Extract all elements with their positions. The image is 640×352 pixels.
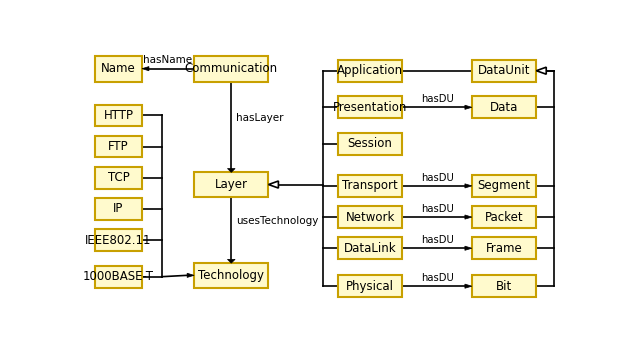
Polygon shape (227, 169, 235, 172)
Text: hasDU: hasDU (420, 273, 454, 283)
Text: FTP: FTP (108, 140, 129, 153)
Text: DataUnit: DataUnit (478, 64, 531, 77)
Text: hasLayer: hasLayer (236, 113, 284, 123)
Text: Presentation: Presentation (333, 101, 407, 114)
FancyBboxPatch shape (95, 167, 142, 189)
Text: Packet: Packet (484, 210, 524, 224)
Polygon shape (536, 67, 547, 74)
Text: Segment: Segment (477, 180, 531, 193)
FancyBboxPatch shape (472, 175, 536, 197)
Text: Data: Data (490, 101, 518, 114)
FancyBboxPatch shape (194, 172, 269, 197)
Text: Physical: Physical (346, 280, 394, 293)
Text: 1000BASE-T: 1000BASE-T (83, 270, 154, 283)
FancyBboxPatch shape (472, 206, 536, 228)
Text: Communication: Communication (185, 62, 278, 75)
Text: hasName: hasName (143, 55, 193, 65)
FancyBboxPatch shape (472, 237, 536, 259)
FancyBboxPatch shape (338, 96, 403, 118)
Polygon shape (269, 181, 278, 188)
FancyBboxPatch shape (338, 237, 403, 259)
Polygon shape (227, 259, 235, 263)
Text: Layer: Layer (215, 178, 248, 191)
Text: Transport: Transport (342, 180, 398, 193)
Text: hasDU: hasDU (420, 204, 454, 214)
Text: hasDU: hasDU (420, 172, 454, 183)
FancyBboxPatch shape (338, 60, 403, 82)
Text: Frame: Frame (486, 242, 522, 255)
FancyBboxPatch shape (95, 266, 142, 288)
Text: usesTechnology: usesTechnology (236, 216, 319, 226)
FancyBboxPatch shape (95, 56, 142, 82)
Polygon shape (465, 215, 472, 219)
Text: HTTP: HTTP (104, 109, 134, 122)
Text: Network: Network (346, 210, 395, 224)
FancyBboxPatch shape (472, 96, 536, 118)
Text: Bit: Bit (496, 280, 512, 293)
Polygon shape (142, 67, 149, 71)
Text: IP: IP (113, 202, 124, 215)
FancyBboxPatch shape (95, 198, 142, 220)
Polygon shape (465, 184, 472, 188)
Text: Technology: Technology (198, 269, 264, 282)
FancyBboxPatch shape (472, 275, 536, 297)
FancyBboxPatch shape (338, 275, 403, 297)
Text: IEEE802.11: IEEE802.11 (85, 234, 152, 247)
FancyBboxPatch shape (338, 206, 403, 228)
Text: DataLink: DataLink (344, 242, 396, 255)
Polygon shape (465, 284, 472, 288)
FancyBboxPatch shape (95, 229, 142, 251)
FancyBboxPatch shape (338, 133, 403, 155)
FancyBboxPatch shape (95, 136, 142, 157)
FancyBboxPatch shape (338, 175, 403, 197)
FancyBboxPatch shape (95, 105, 142, 126)
Text: Session: Session (348, 137, 392, 150)
Text: hasDU: hasDU (420, 94, 454, 104)
Polygon shape (465, 105, 472, 109)
Polygon shape (465, 246, 472, 250)
FancyBboxPatch shape (194, 56, 269, 82)
Text: hasDU: hasDU (420, 235, 454, 245)
Text: Name: Name (101, 62, 136, 75)
Polygon shape (187, 273, 194, 277)
Text: TCP: TCP (108, 171, 129, 184)
FancyBboxPatch shape (472, 60, 536, 82)
FancyBboxPatch shape (194, 263, 269, 288)
Text: Application: Application (337, 64, 403, 77)
